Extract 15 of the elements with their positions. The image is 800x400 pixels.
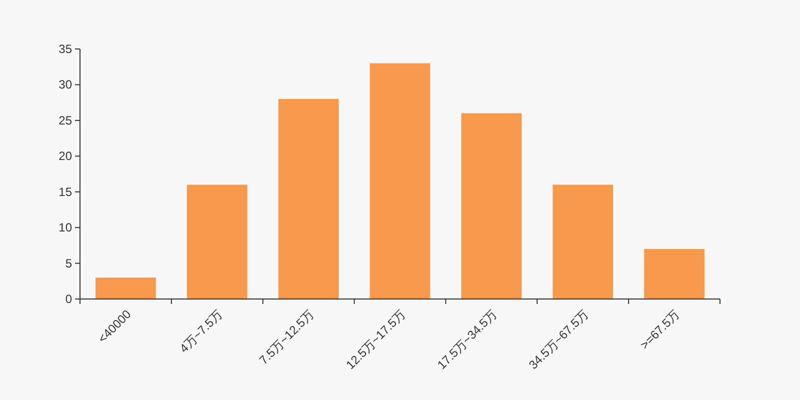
y-tick-label: 35 (58, 42, 72, 56)
y-tick-label: 15 (58, 184, 72, 199)
y-tick-label: 5 (65, 256, 72, 270)
bar (552, 184, 614, 299)
y-tick-label: 0 (65, 292, 72, 306)
y-tick-label: 20 (58, 149, 72, 164)
bar (186, 184, 248, 299)
y-tick-label: 30 (58, 78, 72, 92)
bar (644, 249, 704, 299)
y-tick-label: 25 (58, 113, 72, 128)
bar (461, 113, 522, 299)
bar (370, 63, 430, 299)
bar (96, 278, 156, 299)
bar (278, 99, 339, 299)
y-tick-label: 10 (58, 220, 72, 235)
